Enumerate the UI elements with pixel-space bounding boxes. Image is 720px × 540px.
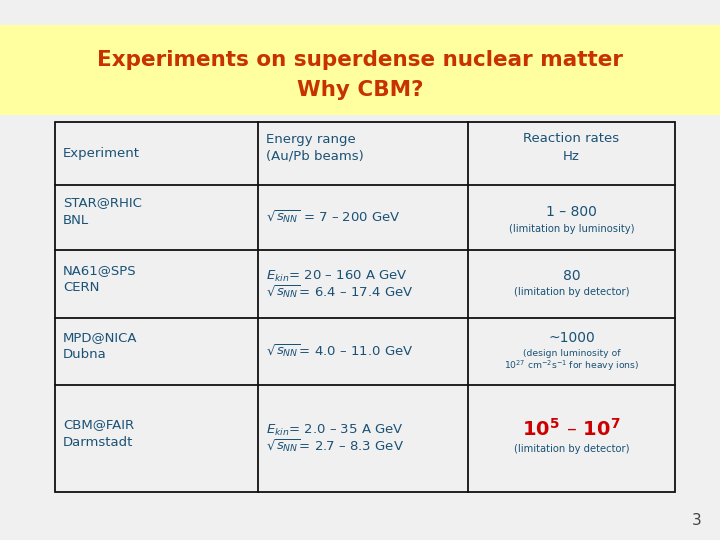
Bar [0,25,720,115]
Text: MPD@NICA
Dubna: MPD@NICA Dubna [63,332,138,361]
Text: (limitation by detector): (limitation by detector) [514,443,629,454]
Text: $\sqrt{s_{NN}}$ = 7 – 200 GeV: $\sqrt{s_{NN}}$ = 7 – 200 GeV [266,209,401,226]
Text: 80: 80 [563,269,580,283]
Text: $\sqrt{s_{NN}}$= 2.7 – 8.3 GeV: $\sqrt{s_{NN}}$= 2.7 – 8.3 GeV [266,438,404,455]
Text: CBM@FAIR
Darmstadt: CBM@FAIR Darmstadt [63,418,134,449]
Text: 3: 3 [692,513,702,528]
Text: NA61@SPS
CERN: NA61@SPS CERN [63,264,137,294]
Text: Energy range
(Au/Pb beams): Energy range (Au/Pb beams) [266,132,364,163]
Text: ~1000: ~1000 [548,330,595,345]
Text: $\sqrt{s_{NN}}$= 4.0 – 11.0 GeV: $\sqrt{s_{NN}}$= 4.0 – 11.0 GeV [266,343,413,360]
Text: 1 – 800: 1 – 800 [546,205,597,219]
Text: Experiments on superdense nuclear matter: Experiments on superdense nuclear matter [97,50,623,70]
Text: $10^{27}$ cm$^{-2}$s$^{-1}$ for heavy ions): $10^{27}$ cm$^{-2}$s$^{-1}$ for heavy io… [504,358,639,373]
Text: $E_{kin}$= 20 – 160 A GeV: $E_{kin}$= 20 – 160 A GeV [266,268,408,284]
Text: $\mathbf{10^5}$ – $\mathbf{10^7}$: $\mathbf{10^5}$ – $\mathbf{10^7}$ [522,417,621,440]
Bar [55,122,675,492]
Text: $\sqrt{s_{NN}}$= 6.4 – 17.4 GeV: $\sqrt{s_{NN}}$= 6.4 – 17.4 GeV [266,284,413,301]
Text: (limitation by detector): (limitation by detector) [514,287,629,297]
Text: Experiment: Experiment [63,147,140,160]
Text: (limitation by luminosity): (limitation by luminosity) [509,225,634,234]
Text: STAR@RHIC
BNL: STAR@RHIC BNL [63,197,142,226]
Text: (design luminosity of: (design luminosity of [523,349,620,358]
Text: Why CBM?: Why CBM? [297,80,423,100]
Text: Reaction rates
Hz: Reaction rates Hz [523,132,620,163]
Text: $E_{kin}$= 2.0 – 35 A GeV: $E_{kin}$= 2.0 – 35 A GeV [266,423,404,438]
